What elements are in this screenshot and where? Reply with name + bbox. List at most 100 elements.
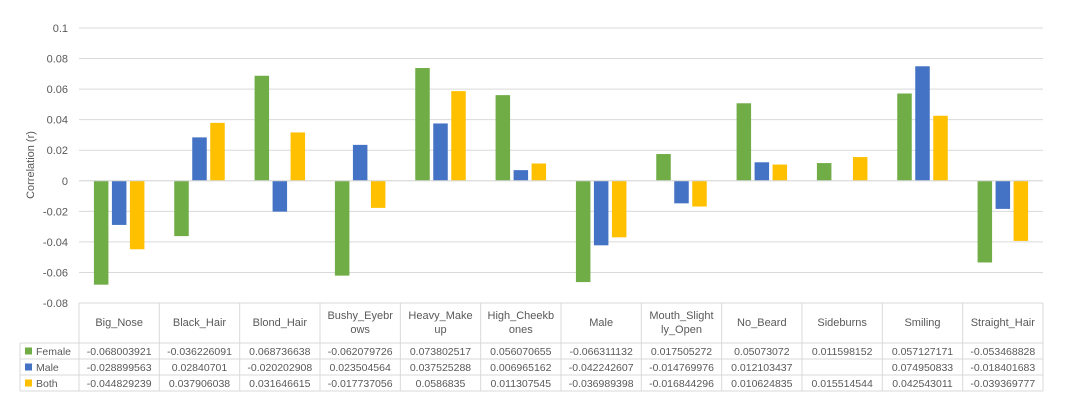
table-cell-value: 0.056070655 bbox=[490, 346, 551, 358]
bar-both bbox=[611, 180, 627, 238]
category-label: up bbox=[434, 324, 446, 336]
table-cell-value: -0.017737056 bbox=[328, 378, 393, 390]
table-cell-value: 0.023504564 bbox=[330, 362, 391, 374]
category-label: Blond_Hair bbox=[253, 317, 308, 329]
table-cell-value: -0.062079726 bbox=[328, 346, 393, 358]
bar-both bbox=[370, 180, 386, 208]
category-label: ones bbox=[509, 324, 533, 336]
table-cell-value: 0.017505272 bbox=[651, 346, 712, 358]
bar-male bbox=[192, 137, 207, 181]
table-cell-value: 0.011307545 bbox=[491, 378, 552, 390]
y-tick-label: 0.1 bbox=[53, 23, 68, 35]
category-label: Big_Nose bbox=[95, 317, 143, 329]
category-label: Heavy_Make bbox=[408, 310, 472, 322]
table-cell-value: -0.018401683 bbox=[970, 362, 1035, 374]
bar-both bbox=[1013, 180, 1029, 241]
bar-both bbox=[129, 180, 145, 250]
bar-both bbox=[933, 115, 948, 181]
table-cell-value: 0.010624835 bbox=[731, 378, 792, 390]
bar-female bbox=[254, 75, 270, 181]
bar-female bbox=[816, 163, 832, 181]
table-cell-value: 0.042543011 bbox=[892, 378, 953, 390]
bar-both bbox=[210, 122, 225, 181]
y-tick-label: 0 bbox=[62, 176, 68, 188]
table-cell-value: 0.015514544 bbox=[812, 378, 873, 390]
category-label: Bushy_Eyebr bbox=[327, 310, 393, 322]
bar-male bbox=[593, 180, 609, 246]
table-cell-value: 0.068736638 bbox=[249, 346, 310, 358]
table-cell-value: 0.031646615 bbox=[249, 378, 310, 390]
y-tick-label: 0.08 bbox=[47, 54, 68, 66]
table-cell-value: 0.0586835 bbox=[416, 378, 466, 390]
data-table: Big_Nose Black_Hair Blond_Hair Bushy_Eyebro… bbox=[19, 303, 1044, 392]
category-label: No_Beard bbox=[737, 317, 787, 329]
category-label: ly_Open bbox=[661, 324, 702, 336]
bar-female bbox=[174, 180, 189, 237]
table-cell-value: -0.020202908 bbox=[247, 362, 312, 374]
category-label: Mouth_Slight bbox=[649, 310, 713, 322]
table-cell-value: -0.066311132 bbox=[570, 346, 633, 358]
legend-swatch-female bbox=[25, 347, 32, 355]
y-tick-label: 0.06 bbox=[47, 84, 68, 96]
bar-female bbox=[575, 180, 591, 283]
table-cell-value: 0.037525288 bbox=[410, 362, 471, 374]
bar-female bbox=[897, 93, 912, 181]
bars bbox=[79, 66, 1043, 285]
category-label: Smiling bbox=[904, 317, 940, 329]
bar-male bbox=[915, 66, 930, 181]
y-tick-label: -0.06 bbox=[43, 267, 68, 279]
bar-female bbox=[334, 180, 350, 276]
bar-female bbox=[977, 180, 993, 263]
bar-male bbox=[352, 144, 368, 181]
bar-female bbox=[736, 103, 752, 181]
y-tick-label: -0.04 bbox=[43, 237, 68, 249]
y-axis-title: Correlation (r) bbox=[25, 131, 37, 199]
bar-male bbox=[272, 180, 288, 212]
table-cell-value: 0.05073072 bbox=[734, 346, 790, 358]
category-label: Straight_Hair bbox=[971, 317, 1036, 329]
category-label: High_Cheekb bbox=[488, 310, 555, 322]
bar-female bbox=[495, 95, 511, 181]
category-label: Black_Hair bbox=[173, 317, 227, 329]
table-cell-value: -0.016844296 bbox=[649, 378, 714, 390]
y-tick-label: 0.04 bbox=[47, 115, 68, 127]
table-cell-value: 0.006965162 bbox=[490, 362, 551, 374]
bar-male bbox=[433, 123, 448, 181]
table-cell-value: -0.036226091 bbox=[167, 346, 232, 358]
bar-both bbox=[451, 91, 466, 181]
legend-label-male: Male bbox=[36, 362, 59, 374]
y-tick-label: -0.02 bbox=[43, 206, 68, 218]
y-tick-label: 0.02 bbox=[47, 145, 68, 157]
legend-label-both: Both bbox=[36, 378, 58, 390]
bar-female bbox=[93, 180, 109, 285]
table-cell-value: -0.044829239 bbox=[87, 378, 152, 390]
category-label: Male bbox=[589, 317, 613, 329]
bar-male bbox=[111, 180, 127, 225]
table-cell-value: 0.02840701 bbox=[172, 362, 228, 374]
table-cell-value: 0.012103437 bbox=[731, 362, 792, 374]
category-label: Sideburns bbox=[817, 317, 867, 329]
bar-male bbox=[995, 180, 1011, 209]
table-cell-value: -0.014769976 bbox=[649, 362, 714, 374]
legend-swatch-male bbox=[25, 363, 32, 371]
bar-both bbox=[772, 164, 788, 181]
table-cell-value: 0.073802517 bbox=[410, 346, 471, 358]
table-cell-value: -0.042242607 bbox=[569, 362, 634, 374]
table-cell-value: 0.011598152 bbox=[812, 346, 873, 358]
legend-swatch-both bbox=[25, 379, 32, 387]
bar-both bbox=[531, 163, 547, 181]
bar-male bbox=[513, 170, 529, 181]
table-cell-value: -0.053468828 bbox=[970, 346, 1035, 358]
table-cell-value: -0.028899563 bbox=[87, 362, 152, 374]
category-label: ows bbox=[350, 324, 370, 336]
bar-female bbox=[415, 68, 430, 181]
bar-both bbox=[692, 180, 707, 207]
table-cell-value: -0.036989398 bbox=[569, 378, 634, 390]
bar-male bbox=[674, 180, 689, 204]
y-tick-label: -0.08 bbox=[43, 298, 68, 310]
table-cell-value: 0.074950833 bbox=[892, 362, 953, 374]
table-cell-value: -0.039369777 bbox=[970, 378, 1035, 390]
table-cell-value: 0.057127171 bbox=[892, 346, 953, 358]
